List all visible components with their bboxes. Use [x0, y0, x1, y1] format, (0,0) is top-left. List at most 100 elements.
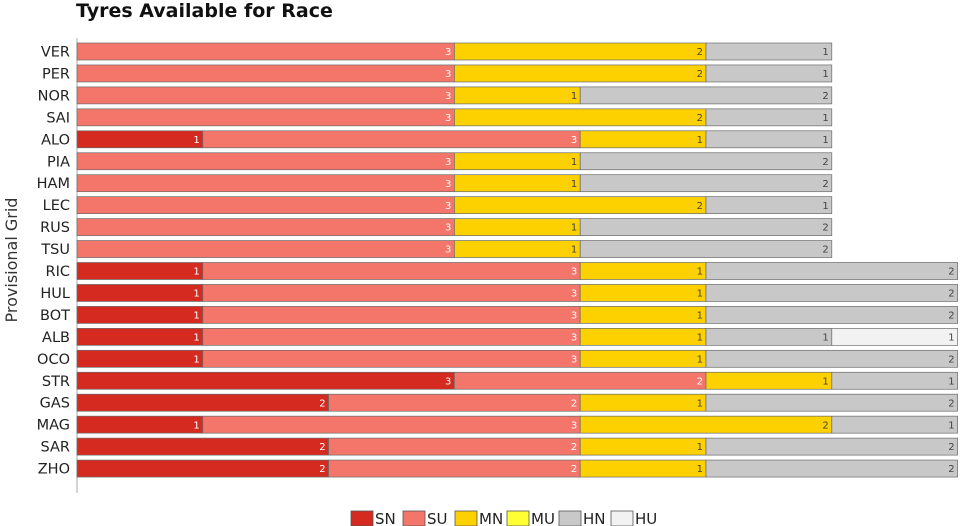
bar-segment-mn — [579, 130, 707, 149]
bar-segment-mn — [579, 306, 707, 324]
bar-segment-mn — [454, 86, 581, 105]
y-tick-label: STR — [42, 374, 70, 390]
legend-swatch-hn — [558, 510, 582, 526]
bar-segment-hn — [705, 437, 958, 456]
bar-value-label: 3 — [571, 135, 577, 146]
y-tick-label: BOT — [40, 308, 70, 324]
bar-segment-sn — [76, 130, 204, 149]
bar-segment-mn — [454, 64, 707, 83]
bar-value-label: 1 — [697, 311, 703, 322]
bar-value-label: 2 — [571, 464, 577, 475]
bar-value-label: 2 — [822, 157, 828, 168]
bar-value-label: 1 — [697, 289, 703, 300]
y-tick-label: HAM — [37, 176, 70, 192]
bar-segment-su — [76, 152, 455, 171]
y-tick-label: PIA — [47, 154, 70, 170]
bar-segment-sn — [76, 306, 204, 324]
bar-segment-mn — [579, 415, 833, 434]
bar-value-label: 2 — [697, 47, 703, 58]
bar-segment-sn — [76, 459, 329, 478]
bar-value-label: 3 — [571, 354, 577, 365]
bar-segment-su — [76, 86, 455, 105]
bar-value-label: 3 — [445, 179, 451, 190]
bar-value-label: 1 — [822, 135, 828, 146]
bar-segment-su — [202, 306, 581, 324]
legend-swatch-mn — [454, 510, 478, 526]
bar-segment-su — [76, 42, 455, 61]
bar-value-label: 3 — [445, 113, 451, 124]
bar-segment-su — [202, 262, 581, 280]
bar-value-label: 2 — [948, 442, 954, 453]
bar-value-label: 2 — [319, 398, 325, 409]
bar-value-label: 2 — [822, 420, 828, 431]
bar-value-label: 1 — [571, 179, 577, 190]
bar-segment-su — [202, 130, 581, 149]
legend-swatch-su — [402, 510, 426, 526]
legend-label-hu: HU — [635, 510, 657, 526]
bar-value-label: 1 — [822, 69, 828, 80]
bar-value-label: 3 — [445, 69, 451, 80]
bar-value-label: 3 — [445, 201, 451, 212]
bar-segment-hn — [579, 240, 833, 258]
legend-label-sn: SN — [375, 510, 396, 526]
bar-segment-mn — [454, 174, 581, 193]
bar-value-label: 1 — [697, 354, 703, 365]
bar-value-label: 2 — [697, 376, 703, 387]
y-tick-label: OCO — [37, 352, 70, 368]
y-tick-label: SAR — [41, 440, 70, 456]
y-tick-label: GAS — [40, 396, 70, 412]
bar-value-label: 3 — [571, 332, 577, 343]
bar-segment-mn — [454, 196, 707, 214]
bar-segment-hn — [705, 196, 833, 214]
y-tick-label: TSU — [40, 242, 70, 258]
legend-label-mu: MU — [531, 510, 555, 526]
legend-label-hn: HN — [583, 510, 606, 526]
bar-value-label: 3 — [571, 289, 577, 300]
bar-segment-hn — [705, 42, 833, 61]
bar-value-label: 2 — [697, 113, 703, 124]
bar-segment-mn — [579, 262, 707, 280]
bar-value-label: 1 — [571, 157, 577, 168]
bar-segment-hn — [579, 152, 833, 171]
bar-segment-mn — [579, 349, 707, 368]
bar-value-label: 2 — [697, 69, 703, 80]
bar-value-label: 1 — [948, 420, 954, 431]
bar-segment-mn — [579, 437, 707, 456]
bar-segment-hn — [705, 459, 958, 478]
bar-segment-hn — [831, 371, 958, 390]
bar-value-label: 1 — [571, 91, 577, 102]
bar-segment-sn — [76, 371, 455, 390]
chart-title: Tyres Available for Race — [76, 0, 333, 22]
bar-value-label: 1 — [193, 354, 199, 365]
bar-segment-sn — [76, 349, 204, 368]
y-ticks-layer: VER PER NOR SAI ALO PIA HAM LEC RUS TSU RIC HUL BOT A… — [37, 45, 71, 478]
y-tick-label: VER — [41, 45, 70, 61]
bar-segment-mn — [454, 218, 581, 236]
legend-swatch-sn — [350, 510, 374, 526]
bar-segment-su — [76, 64, 455, 83]
bar-value-label: 2 — [948, 464, 954, 475]
bar-segment-hn — [705, 393, 958, 412]
bar-segment-su — [76, 240, 455, 258]
bar-segment-hn — [705, 306, 958, 324]
bar-segment-su — [76, 174, 455, 193]
bar-segment-mn — [579, 284, 707, 302]
bar-segment-hn — [705, 284, 958, 302]
bar-value-label: 1 — [193, 267, 199, 278]
bar-value-label: 1 — [697, 398, 703, 409]
bar-segment-mn — [454, 42, 707, 61]
bar-segment-su — [328, 459, 581, 478]
bar-segment-sn — [76, 328, 204, 346]
bar-segment-hn — [579, 218, 833, 236]
bar-value-label: 3 — [571, 311, 577, 322]
bar-value-label: 1 — [571, 223, 577, 234]
bar-value-label: 3 — [445, 91, 451, 102]
bar-value-label: 2 — [948, 289, 954, 300]
bar-segment-su — [76, 108, 455, 127]
bar-value-label: 3 — [445, 223, 451, 234]
bar-value-label: 1 — [697, 332, 703, 343]
legend-label-mn: MN — [479, 510, 503, 526]
bar-value-label: 3 — [445, 376, 451, 387]
y-tick-label: LEC — [43, 198, 70, 214]
bar-value-label: 2 — [319, 464, 325, 475]
